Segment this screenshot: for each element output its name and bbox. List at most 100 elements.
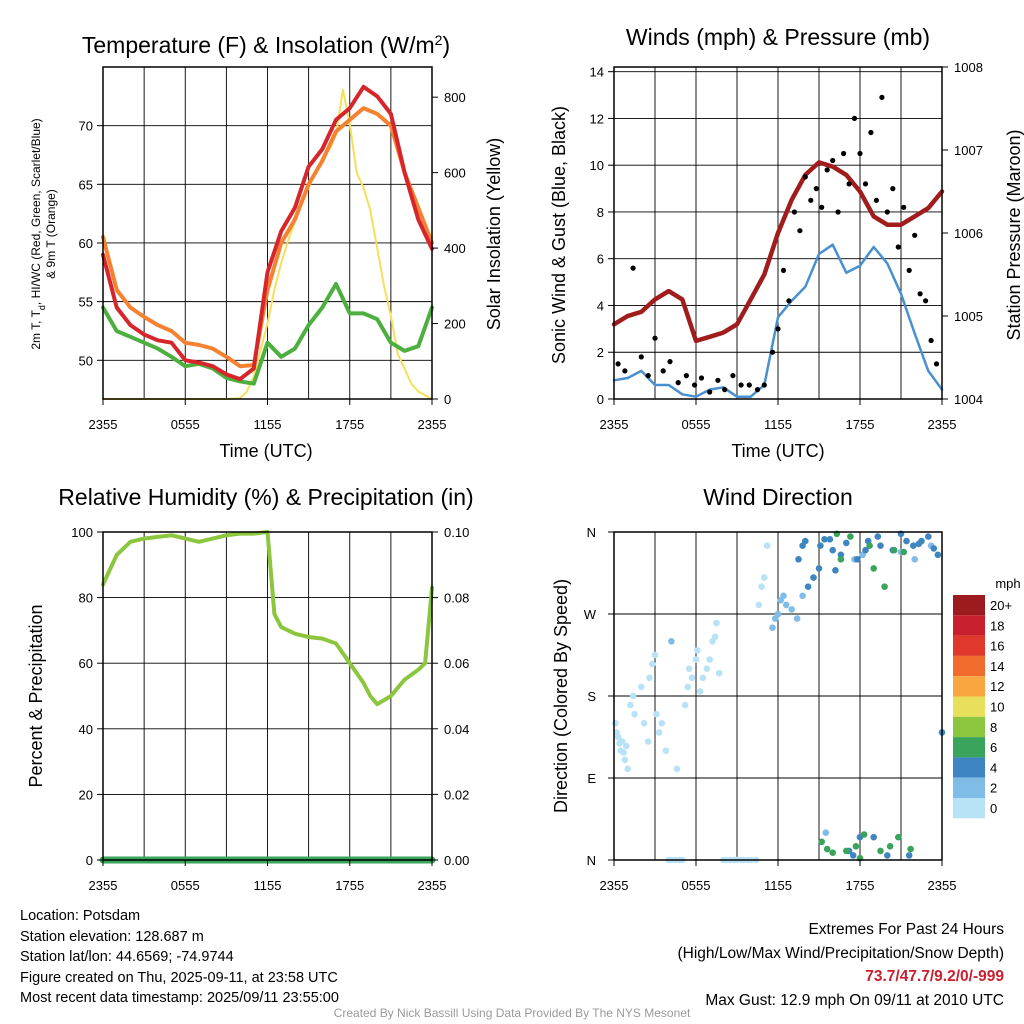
winds-ticks: 0 2 4 6 8 10 12 14 1004 1005 1006 1007 1008 2355 0555 1…: [590, 60, 983, 432]
temperature-xtick-label: 1155: [254, 417, 282, 432]
insolation-ytick-label: 600: [444, 166, 466, 181]
gust-point: [630, 265, 636, 271]
direction-ytick-label: N: [587, 525, 596, 540]
humidity-grid: [103, 532, 432, 860]
legend-swatch: [953, 655, 985, 677]
gust-point: [835, 209, 841, 215]
direction-point: [681, 701, 689, 709]
direction-point: [900, 548, 907, 556]
pressure-ytick-label: 1008: [954, 60, 983, 75]
humidity-xtick-label: 1155: [254, 878, 282, 893]
direction-point: [706, 656, 713, 663]
gust-point: [857, 150, 863, 157]
gust-point: [884, 209, 890, 215]
humidity-ytick-label: 0: [86, 853, 93, 868]
temperature-series: [101, 84, 434, 400]
direction-point: [788, 606, 795, 613]
speed-legend: mph 20+ 18 16 14 12 10 8 6 4 2 0: [953, 576, 1021, 819]
legend-swatch: [953, 595, 985, 616]
direction-point: [623, 742, 630, 750]
direction-point: [866, 542, 873, 549]
direction-point: [852, 843, 860, 850]
legend-swatch: [953, 696, 985, 717]
direction-point: [823, 845, 831, 853]
temperature-ytick-label: 50: [79, 353, 93, 368]
gust-point: [830, 157, 836, 164]
legend-label: 12: [990, 679, 1004, 694]
gust-point: [797, 228, 803, 234]
gust-point: [895, 244, 901, 250]
extremes-title: Extremes For Past 24 Hours: [808, 921, 1004, 938]
legend-swatch: [953, 777, 985, 798]
gust-point: [824, 167, 830, 173]
direction-point: [631, 710, 638, 718]
sonic-wind-line: [612, 243, 944, 398]
winds-ytick-label: 0: [597, 392, 604, 407]
direction-point: [782, 601, 790, 609]
direction-point: [930, 545, 938, 552]
temperature-xtick-label: 2355: [89, 417, 118, 432]
gust-point: [738, 382, 744, 388]
direction-point: [612, 720, 619, 727]
direction-ytick-label: S: [587, 689, 596, 704]
direction-point: [715, 669, 723, 677]
pressure-ytick-label: 1004: [954, 392, 983, 407]
direction-xtick-label: 2355: [600, 878, 629, 893]
winds-xtick-label: 1155: [764, 417, 792, 432]
direction-point: [886, 843, 894, 850]
direction-point: [627, 701, 634, 709]
direction-point: [818, 838, 825, 846]
direction-point: [774, 610, 782, 618]
direction-point: [640, 720, 648, 727]
gust-point: [722, 387, 728, 393]
direction-point: [653, 710, 660, 718]
gust-point: [638, 354, 644, 360]
temperature-ytick-label: 60: [79, 236, 93, 251]
gust-point: [707, 389, 713, 395]
precip-ytick-label: 0.00: [444, 853, 469, 868]
precip-ytick-label: 0.10: [444, 525, 469, 540]
temperature-ytick-label: 70: [79, 119, 93, 134]
gust-point: [846, 181, 852, 187]
direction-point: [769, 624, 776, 631]
temperature-xtick-label: 2355: [418, 417, 447, 432]
pressure-ytick-label: 1006: [954, 226, 983, 241]
direction-point: [877, 847, 884, 855]
gust-point: [923, 298, 929, 304]
direction-point: [624, 765, 631, 773]
legend-label: 16: [990, 639, 1004, 654]
insolation-ytick-label: 800: [444, 90, 466, 105]
direction-point: [758, 583, 765, 590]
legend-swatch: [953, 635, 985, 656]
temperature-ylabel-1: 2m T, Td, HI/WC (Red, Green, Scarlet/Blu…: [29, 118, 47, 349]
temperature-ticks: 50 55 60 65 70 0 200 400 600 800 2355 0555 1155 1755 2…: [79, 90, 466, 432]
gust-point: [660, 368, 666, 374]
direction-point: [860, 831, 868, 838]
winds-ytick-label: 6: [597, 252, 604, 267]
winds-y2label: Station Pressure (Maroon): [1004, 129, 1024, 340]
direction-point: [802, 537, 809, 545]
direction-point: [621, 756, 629, 764]
humidity-title: Relative Humidity (%) & Precipitation (i…: [58, 484, 473, 510]
extremes-legend: (High/Low/Max Wind/Precipitation/Snow De…: [677, 944, 1005, 962]
gust-point: [683, 373, 690, 379]
insolation-ytick-label: 200: [444, 317, 466, 332]
direction-point: [829, 849, 836, 856]
direction-point: [684, 683, 692, 691]
gust-point: [761, 382, 767, 388]
direction-point: [662, 747, 670, 754]
gust-point: [652, 335, 658, 341]
direction-xtick-label: 1155: [764, 878, 792, 893]
direction-point: [821, 536, 828, 543]
gust-point: [675, 380, 681, 386]
direction-grid: [614, 532, 942, 860]
gust-point: [851, 115, 858, 121]
legend-label: 6: [990, 740, 997, 755]
gust-point: [791, 209, 798, 215]
legend-swatch: [953, 676, 985, 697]
legend-label: 10: [990, 700, 1004, 715]
direction-point: [881, 583, 888, 590]
legend-label: 0: [990, 801, 997, 816]
created-text: Figure created on Thu, 2025-09-11, at 23…: [20, 969, 338, 986]
direction-point: [817, 542, 824, 549]
